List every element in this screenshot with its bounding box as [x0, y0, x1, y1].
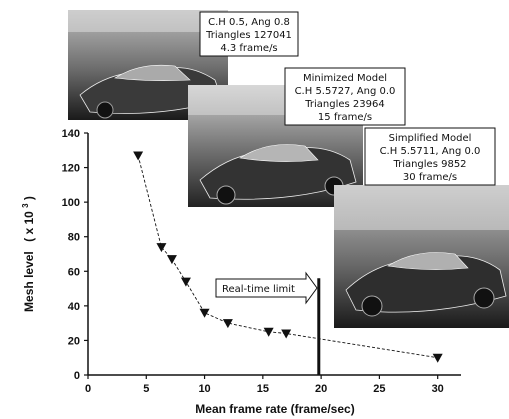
data-point [199, 308, 210, 318]
caption-box [284, 67, 406, 126]
y-axis-label-exp: 3 [21, 203, 30, 208]
y-tick-label: 40 [68, 301, 80, 313]
x-tick-label: 30 [432, 383, 444, 395]
caption-line: C.H 5.5727, Ang 0.0 [295, 86, 396, 97]
y-axis-label: Mesh level ( x 10 3 ) [17, 196, 36, 312]
axes [87, 133, 461, 376]
data-point [133, 151, 144, 161]
x-axis-label: Mean frame rate (frame/sec) [195, 402, 354, 416]
data-point [180, 277, 191, 287]
y-tick-label: 100 [62, 197, 80, 209]
caption-line: C.H 5.5711, Ang 0.0 [380, 146, 481, 157]
tick-marks [84, 132, 439, 379]
caption-line: 4.3 frame/s [220, 43, 277, 54]
y-axis-label-close: ) [22, 196, 36, 200]
y-axis-label-unit: ( x 10 [22, 211, 36, 242]
x-tick-label: 0 [85, 383, 91, 395]
caption-box [199, 11, 299, 57]
y-tick-label: 120 [62, 163, 80, 175]
caption-line: Triangles 9852 [392, 159, 466, 170]
caption-line: Simplified Model [389, 133, 472, 144]
data-point [222, 319, 233, 329]
data-point [432, 353, 443, 363]
y-tick-label: 0 [74, 370, 80, 382]
render-image-2 [188, 85, 363, 207]
x-tick-label: 15 [257, 383, 269, 395]
caption-line: Triangles 23964 [304, 99, 384, 110]
y-tick-label: 140 [62, 128, 80, 140]
real-time-limit-label: Real-time limit [222, 284, 295, 295]
caption-line: 30 frame/s [403, 172, 457, 183]
data-point [263, 327, 274, 337]
x-tick-label: 25 [373, 383, 385, 395]
data-point [281, 329, 292, 339]
y-tick-label: 80 [68, 232, 80, 244]
caption-box [364, 127, 496, 186]
x-tick-label: 5 [143, 383, 149, 395]
caption-line: 15 frame/s [318, 112, 372, 123]
series-line [137, 155, 438, 359]
y-axis-label-prefix: Mesh level [22, 251, 36, 312]
caption-line: Minimized Model [303, 73, 387, 84]
data-point [156, 243, 167, 253]
render-image-3 [334, 185, 509, 328]
y-tick-label: 20 [68, 335, 80, 347]
tick-labels: 0 5 10 15 20 25 30 0 20 40 60 80 100 120 140 [62, 128, 444, 395]
real-time-limit-arrow: Real-time limit [215, 271, 318, 305]
svg-text:Mesh level ( x 10: Mesh level ( x 10 3 ) [17, 196, 36, 312]
caption-line: Triangles 127041 [205, 30, 292, 41]
x-tick-label: 10 [198, 383, 210, 395]
caption-boxes: C.H 0.5, Ang 0.8 Triangles 127041 4.3 fram… [199, 11, 496, 186]
y-tick-label: 60 [68, 266, 80, 278]
x-tick-label: 20 [315, 383, 327, 395]
caption-line: C.H 0.5, Ang 0.8 [208, 17, 290, 28]
data-point [166, 255, 177, 265]
data-markers [133, 151, 443, 363]
